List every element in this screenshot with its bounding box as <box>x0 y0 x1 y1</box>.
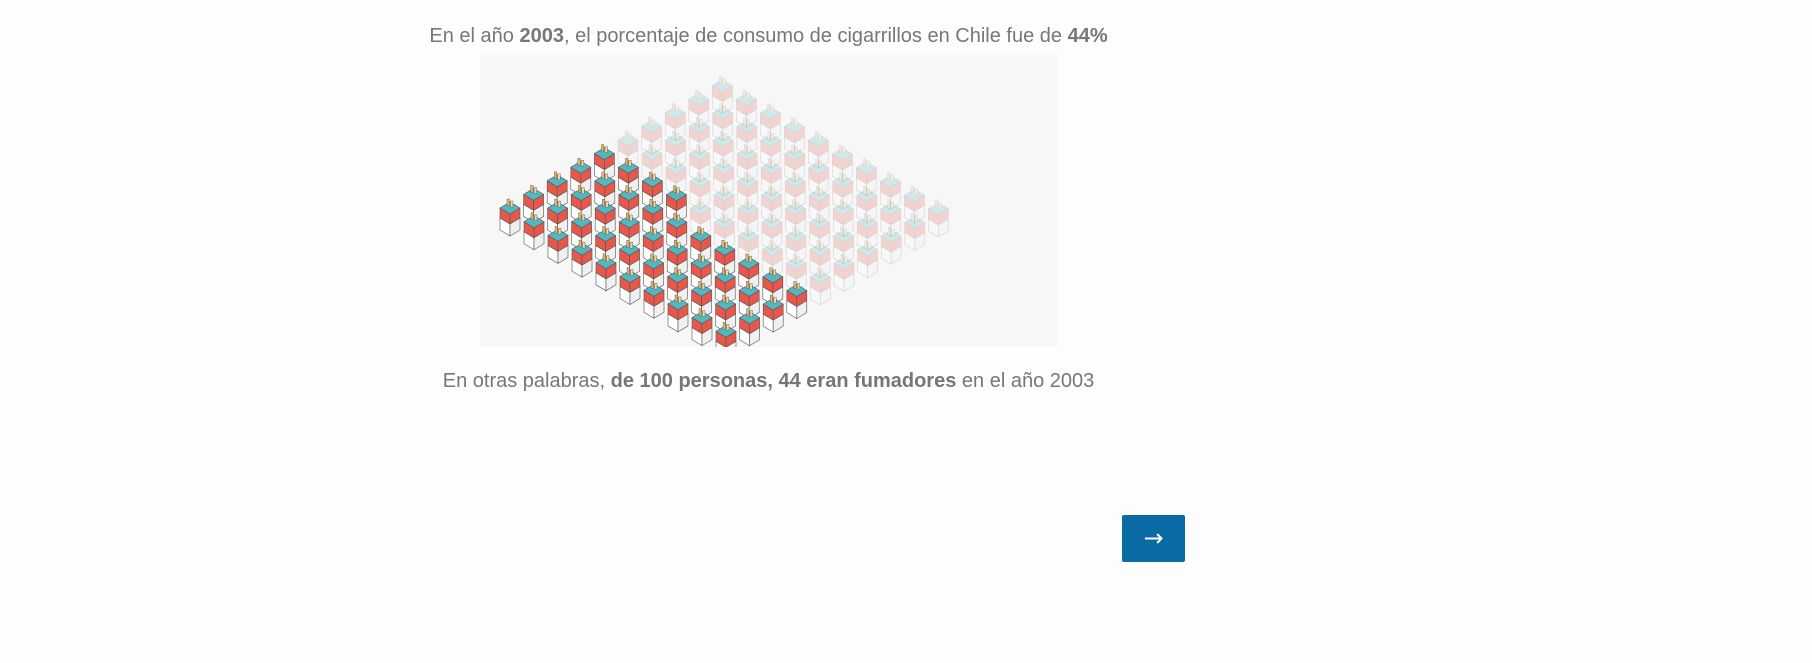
isometric-pack-grid <box>480 55 1058 347</box>
non-smoker-pack-icon <box>927 199 949 238</box>
smoker-pack-icon <box>499 198 521 237</box>
non-smoker-pack-icon <box>785 226 807 265</box>
non-smoker-pack-icon <box>664 103 686 142</box>
non-smoker-pack-icon <box>784 172 806 210</box>
non-smoker-pack-icon <box>856 185 878 224</box>
non-smoker-pack-icon <box>761 240 783 279</box>
non-smoker-pack-icon <box>665 130 687 169</box>
non-smoker-pack-icon <box>808 185 830 224</box>
non-smoker-pack-icon <box>785 199 807 238</box>
non-smoker-pack-icon <box>831 144 853 183</box>
slide: En el año 2003, el porcentaje de consumo… <box>0 24 1537 562</box>
headline-year: 2003 <box>519 25 564 47</box>
non-smoker-pack-icon <box>735 90 757 128</box>
smoker-pack-icon <box>666 240 688 278</box>
smoker-pack-icon <box>715 322 737 347</box>
non-smoker-pack-icon <box>711 76 733 115</box>
smoker-pack-icon <box>523 185 545 223</box>
non-smoker-pack-icon <box>833 226 855 265</box>
smoker-pack-icon <box>547 198 569 237</box>
non-smoker-pack-icon <box>737 171 759 210</box>
non-smoker-pack-icon <box>857 240 879 279</box>
smoker-pack-icon <box>595 253 617 292</box>
smoker-pack-icon <box>618 212 640 251</box>
non-smoker-pack-icon <box>809 267 831 306</box>
non-smoker-pack-icon <box>617 130 639 169</box>
non-smoker-pack-icon <box>761 185 783 224</box>
non-smoker-pack-icon <box>903 185 925 224</box>
smoker-pack-icon <box>643 280 665 319</box>
non-smoker-pack-icon <box>761 212 783 251</box>
smoker-pack-icon <box>619 267 641 306</box>
headline-prefix: En el año <box>429 25 520 47</box>
non-smoker-pack-icon <box>689 171 711 210</box>
non-smoker-pack-icon <box>807 131 829 169</box>
non-smoker-pack-icon <box>784 144 806 183</box>
non-smoker-pack-icon <box>856 213 878 251</box>
smoker-pack-icon <box>667 294 689 333</box>
summary-prefix: En otras palabras, <box>442 370 611 392</box>
non-smoker-pack-icon <box>688 90 710 128</box>
non-smoker-pack-icon <box>712 103 734 142</box>
smoker-pack-icon <box>571 239 593 278</box>
non-smoker-pack-icon <box>737 199 759 238</box>
non-smoker-pack-icon <box>712 130 734 169</box>
smoker-pack-icon <box>523 212 545 251</box>
smoker-pack-icon <box>665 185 687 224</box>
non-smoker-pack-icon <box>880 199 902 238</box>
smoker-pack-icon <box>714 267 736 306</box>
smoker-pack-icon <box>690 226 712 265</box>
smoker-pack-icon <box>786 281 808 320</box>
smoker-pack-icon <box>762 294 784 333</box>
non-smoker-pack-icon <box>809 213 831 251</box>
non-smoker-pack-icon <box>713 185 735 224</box>
non-smoker-pack-icon <box>833 254 855 292</box>
smoker-pack-icon <box>593 144 615 183</box>
smoker-pack-icon <box>666 212 688 251</box>
right-arrow-icon: → <box>1143 524 1164 552</box>
smoker-pack-icon <box>739 308 761 347</box>
non-smoker-pack-icon <box>832 199 854 238</box>
non-smoker-pack-icon <box>760 131 782 169</box>
non-smoker-pack-icon <box>713 212 735 251</box>
non-smoker-pack-icon <box>736 117 758 156</box>
non-smoker-pack-icon <box>783 117 805 156</box>
non-smoker-pack-icon <box>689 144 711 183</box>
pack-grid-svg <box>499 76 949 347</box>
non-smoker-pack-icon <box>759 103 781 142</box>
non-smoker-pack-icon <box>880 226 902 265</box>
non-smoker-pack-icon <box>736 144 758 183</box>
non-smoker-pack-icon <box>855 158 877 197</box>
non-smoker-pack-icon <box>904 213 926 252</box>
smoker-pack-icon <box>691 308 713 347</box>
non-smoker-pack-icon <box>688 117 710 156</box>
non-smoker-pack-icon <box>832 172 854 210</box>
smoker-pack-icon <box>594 198 616 237</box>
non-smoker-pack-icon <box>809 240 831 279</box>
summary-emphasis: de 100 personas, 44 eran fumadores <box>610 370 957 392</box>
non-smoker-pack-icon <box>879 172 901 211</box>
summary-suffix: en el año 2003 <box>956 370 1095 392</box>
headline-percent: 44% <box>1067 25 1108 47</box>
headline-middle: , el porcentaje de consumo de cigarrillo… <box>563 25 1068 47</box>
next-button[interactable]: → <box>1122 515 1185 562</box>
summary-text: En otras palabras, de 100 personas, 44 e… <box>0 369 1537 393</box>
non-smoker-pack-icon <box>808 158 830 197</box>
smoker-pack-icon <box>547 226 569 264</box>
non-smoker-pack-icon <box>760 158 782 197</box>
headline: En el año 2003, el porcentaje de consumo… <box>0 24 1537 48</box>
smoker-pack-icon <box>618 185 640 224</box>
non-smoker-pack-icon <box>713 158 735 197</box>
non-smoker-pack-icon <box>641 117 663 155</box>
